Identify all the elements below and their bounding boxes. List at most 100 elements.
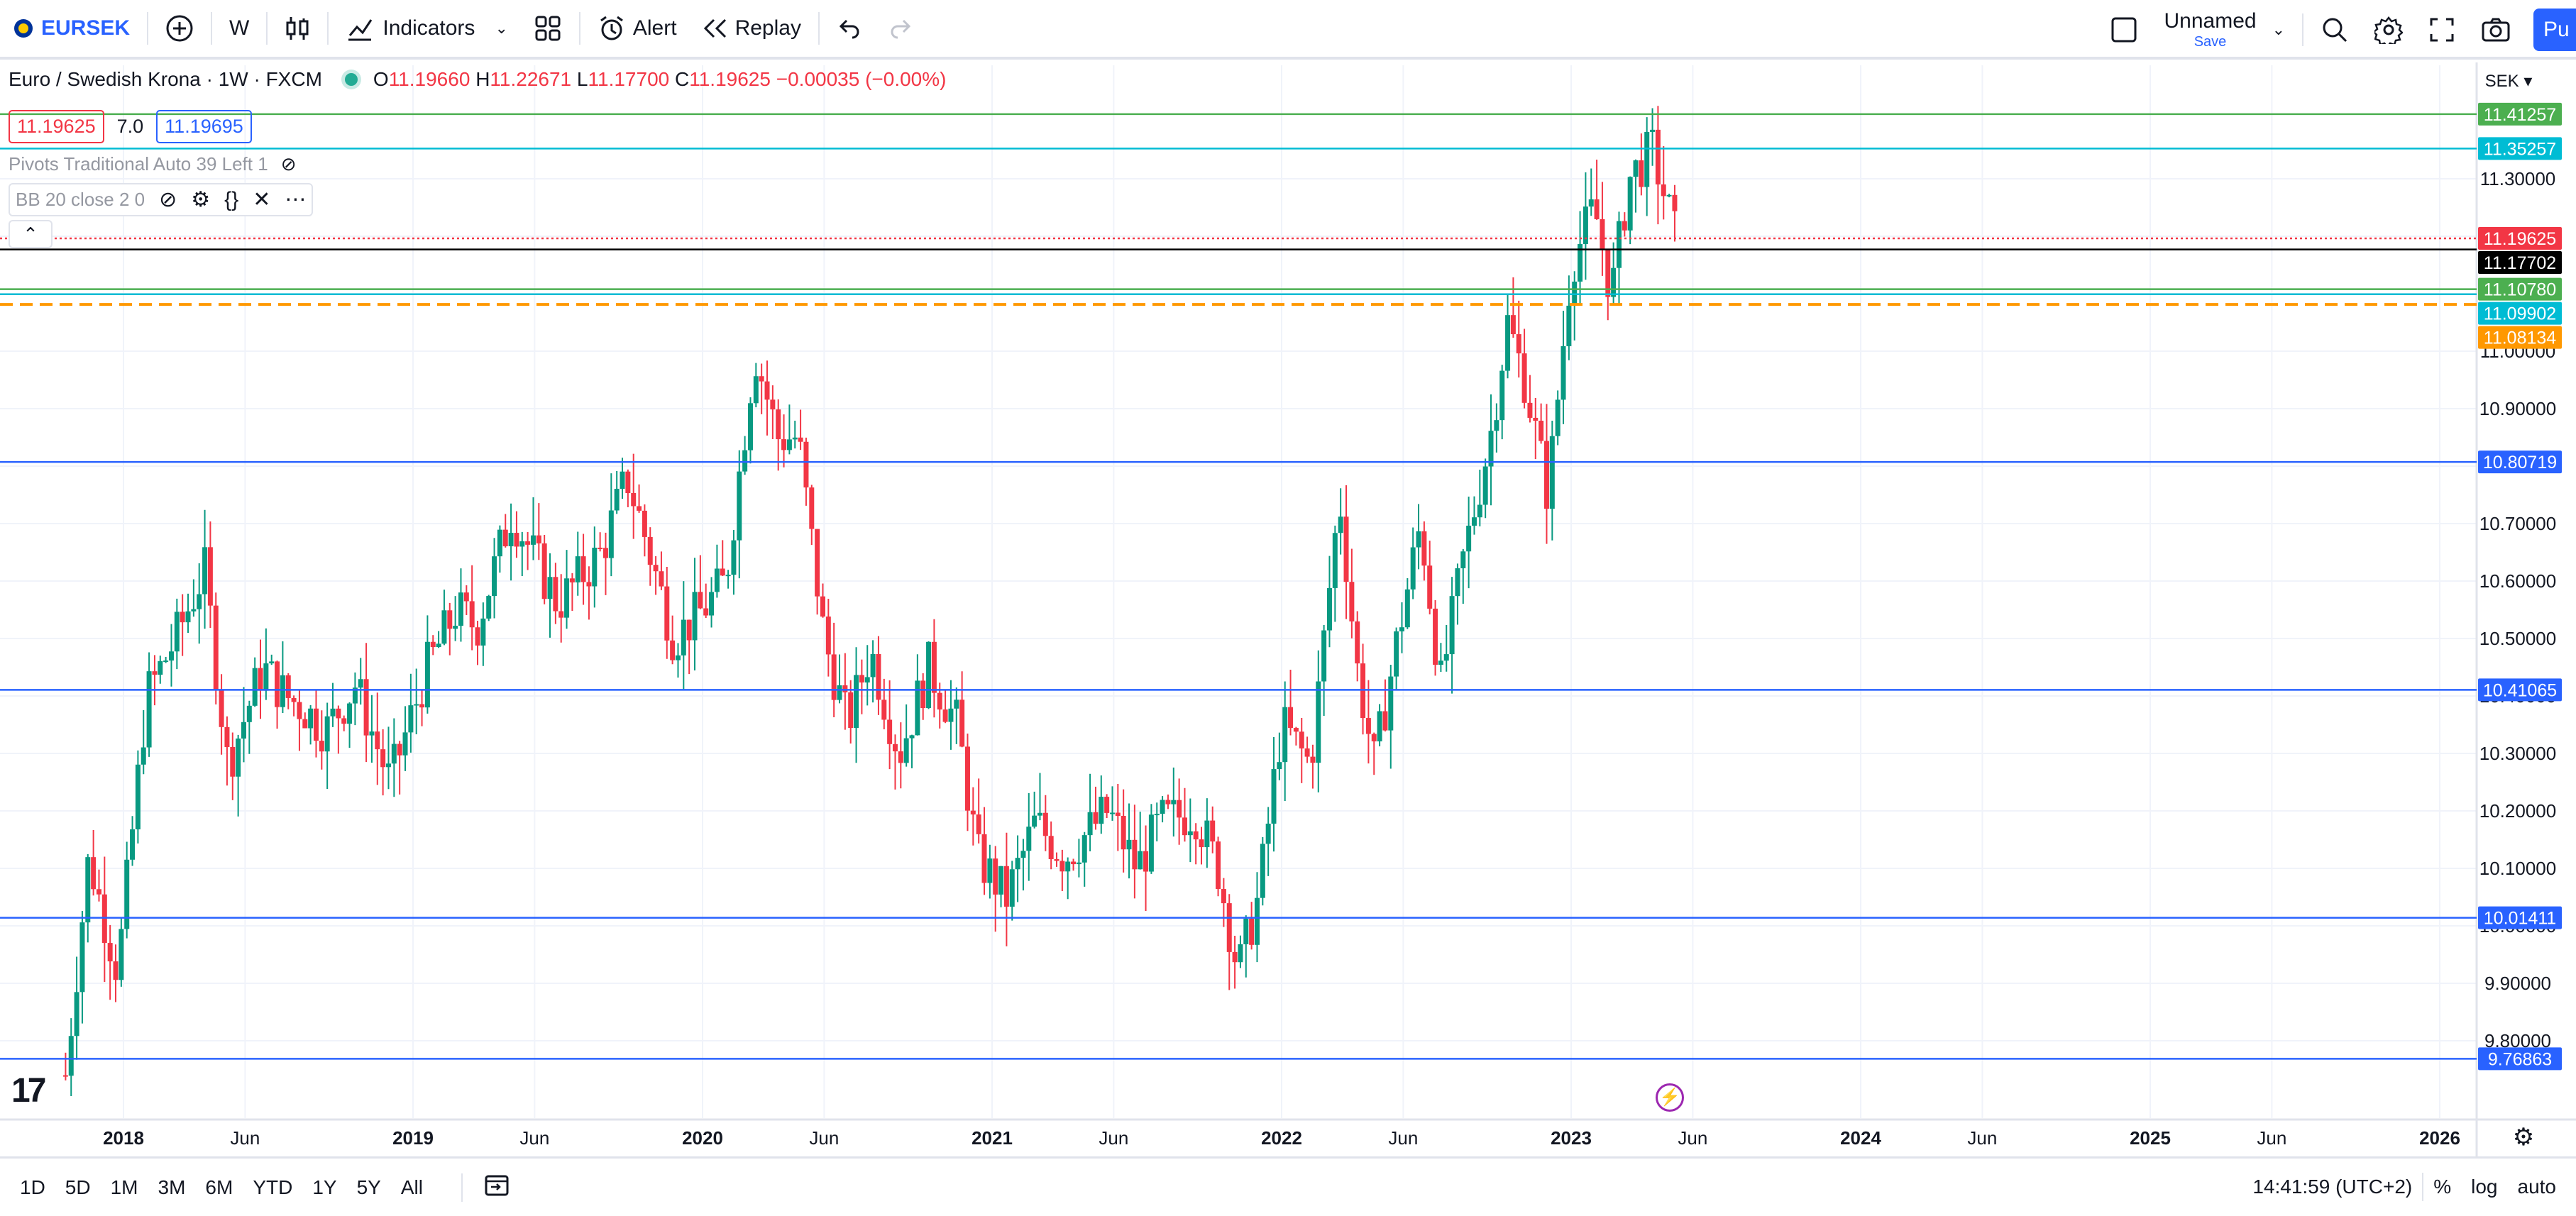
candle-body [1466,525,1472,552]
candle-body [937,692,942,710]
candle-body [781,439,787,451]
range-ytd-button[interactable]: YTD [253,1176,293,1198]
candle-body [1321,630,1327,682]
candle [1232,936,1238,989]
toolbar-divider [2422,1173,2424,1201]
alert-button[interactable]: Alert [585,0,690,58]
source-code-icon[interactable]: {} [224,187,239,211]
price-axis-label: 11.35257 [2484,139,2556,159]
layout-select-button[interactable] [2097,0,2151,60]
candle-body [1299,731,1304,748]
candle-body [586,582,592,587]
undo-button[interactable] [824,0,875,58]
range-all-button[interactable]: All [400,1176,423,1198]
range-1d-button[interactable]: 1D [20,1176,45,1198]
time-tick-label: Jun [1388,1127,1418,1149]
candle [909,734,915,768]
candle [547,553,553,638]
redo-button[interactable] [875,0,926,58]
candle [670,615,676,665]
layout-name-button[interactable]: Unnamed Save ⌄ [2151,0,2298,60]
low-value: 11.17700 [588,68,670,90]
candle [197,563,202,644]
candle-body [124,859,130,929]
snapshot-button[interactable] [2468,0,2523,60]
candle-body [85,857,91,923]
candle-body [1254,897,1260,945]
candle [113,944,119,1002]
candle [1288,669,1294,736]
compare-symbol-button[interactable] [153,0,207,58]
candle-body [803,441,809,488]
candle [737,450,742,579]
templates-button[interactable] [521,0,575,58]
market-status-icon[interactable] [344,73,358,86]
buy-price-button[interactable]: 11.19695 [156,110,252,143]
candle-body [530,535,536,545]
candle [1499,365,1505,440]
candle-body [358,679,363,688]
range-1m-button[interactable]: 1M [110,1176,138,1198]
indicator-bb[interactable]: BB 20 close 2 0 ⊘ ⚙ {} ✕ ⋯ [9,183,314,216]
candle-body [1277,762,1282,770]
symbol-search-button[interactable]: EURSEK [0,0,143,58]
indicator-pivots[interactable]: Pivots Traditional Auto 39 Left 1 ⊘ [9,153,296,175]
candle-body [1455,568,1460,597]
candle [1177,778,1182,845]
settings-button[interactable] [2362,0,2416,60]
range-5d-button[interactable]: 5D [65,1176,91,1198]
symbol-title[interactable]: Euro / Swedish Krona · 1W · FXCM [9,68,322,90]
currency-label: SEK ▾ [2485,72,2533,91]
search-button[interactable] [2308,0,2362,60]
candle-body [1042,812,1048,836]
price-chart[interactable]: 11.3000011.2000011.1000011.0000010.90000… [0,62,2576,1156]
candle-body [1148,814,1154,872]
candle [1533,398,1539,460]
gear-icon[interactable]: ⚙ [191,188,211,211]
tradingview-logo[interactable]: 17 [11,1072,46,1110]
axis-settings-gear-icon[interactable]: ⚙ [2513,1123,2534,1151]
clock-timezone-button[interactable]: 14:41:59 (UTC+2) [2252,1176,2413,1198]
candle-body [720,568,725,576]
toolbar-divider [327,12,329,45]
candle-body [263,663,269,691]
range-1y-button[interactable]: 1Y [312,1176,337,1198]
range-3m-button[interactable]: 3M [158,1176,186,1198]
candle-body [1037,812,1042,816]
fullscreen-button[interactable] [2416,0,2468,60]
candle-body [915,680,920,736]
candle [1143,825,1149,911]
log-scale-button[interactable]: log [2471,1176,2498,1198]
open-label: O [373,68,389,90]
eye-hidden-icon[interactable]: ⊘ [159,188,177,211]
candle-body [1549,436,1555,509]
price-axis-label: 11.09902 [2484,304,2556,324]
chart-type-button[interactable] [272,0,323,58]
close-value: 11.19625 [689,68,771,90]
candle-body [848,692,854,729]
candle [1238,935,1243,968]
auto-scale-button[interactable]: auto [2517,1176,2557,1198]
candle-body [441,610,447,644]
range-6m-button[interactable]: 6M [205,1176,233,1198]
more-icon[interactable]: ⋯ [285,188,307,211]
candle-body [502,529,508,547]
interval-button[interactable]: W [229,16,250,40]
goto-date-button[interactable] [484,1173,510,1202]
candle-body [1471,517,1477,526]
candle [798,409,803,451]
range-5y-button[interactable]: 5Y [356,1176,381,1198]
collapse-legend-button[interactable]: ⌃ [9,220,53,248]
candle-body [336,708,341,719]
publish-button[interactable]: Pu [2533,9,2576,51]
percent-scale-button[interactable]: % [2433,1176,2452,1198]
replay-button[interactable]: Replay [690,0,814,58]
time-tick-label: Jun [519,1127,549,1149]
lightning-event-icon[interactable]: ⚡ [1656,1083,1684,1112]
indicators-button[interactable]: Indicators ⌄ [333,0,521,58]
candle-body [1126,839,1132,850]
eye-hidden-icon[interactable]: ⊘ [280,153,297,175]
sell-price-button[interactable]: 11.19625 [9,110,104,143]
candle [1216,836,1221,897]
close-icon[interactable]: ✕ [253,188,271,211]
